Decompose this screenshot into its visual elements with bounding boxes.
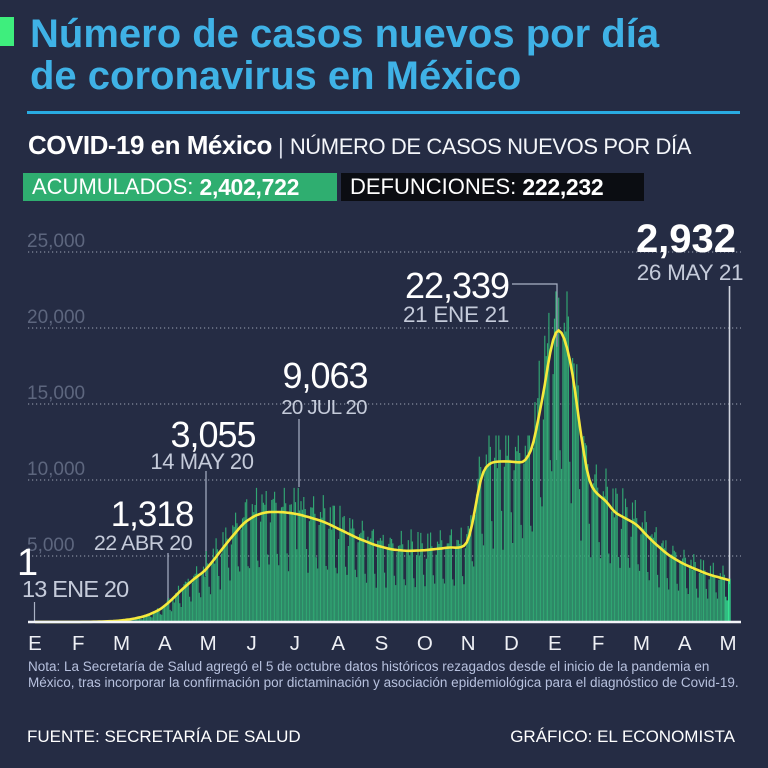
svg-text:M: M	[633, 632, 650, 655]
svg-text:J: J	[290, 632, 300, 655]
svg-text:22,339: 22,339	[405, 265, 509, 306]
svg-text:M: M	[113, 632, 130, 655]
svg-text:3,055: 3,055	[170, 414, 255, 455]
svg-text:F: F	[72, 632, 85, 655]
svg-text:M: M	[719, 632, 736, 655]
svg-text:J: J	[246, 632, 256, 655]
svg-text:1: 1	[17, 542, 38, 584]
svg-text:A: A	[678, 632, 692, 655]
svg-text:20,000: 20,000	[27, 307, 85, 328]
svg-text:A: A	[331, 632, 345, 655]
svg-text:22 ABR 20: 22 ABR 20	[94, 531, 193, 555]
svg-text:13 ENE 20: 13 ENE 20	[22, 576, 129, 602]
svg-text:M: M	[200, 632, 217, 655]
svg-text:E: E	[548, 632, 562, 655]
svg-text:S: S	[375, 632, 389, 655]
svg-text:N: N	[461, 632, 476, 655]
svg-text:E: E	[28, 632, 42, 655]
svg-text:14 MAY 20: 14 MAY 20	[150, 449, 253, 474]
svg-text:26 MAY 21: 26 MAY 21	[637, 260, 744, 285]
svg-text:21 ENE 21: 21 ENE 21	[403, 302, 509, 327]
svg-text:F: F	[592, 632, 605, 655]
svg-text:15,000: 15,000	[27, 383, 85, 404]
svg-text:20 JUL 20: 20 JUL 20	[281, 396, 367, 419]
svg-text:D: D	[504, 632, 519, 655]
svg-text:5,000: 5,000	[27, 535, 75, 556]
svg-text:9,063: 9,063	[282, 355, 367, 396]
svg-text:A: A	[158, 632, 172, 655]
svg-text:2,932: 2,932	[636, 217, 736, 261]
svg-text:10,000: 10,000	[27, 459, 85, 480]
svg-text:O: O	[417, 632, 433, 655]
svg-text:25,000: 25,000	[27, 231, 85, 252]
svg-text:1,318: 1,318	[111, 495, 194, 534]
